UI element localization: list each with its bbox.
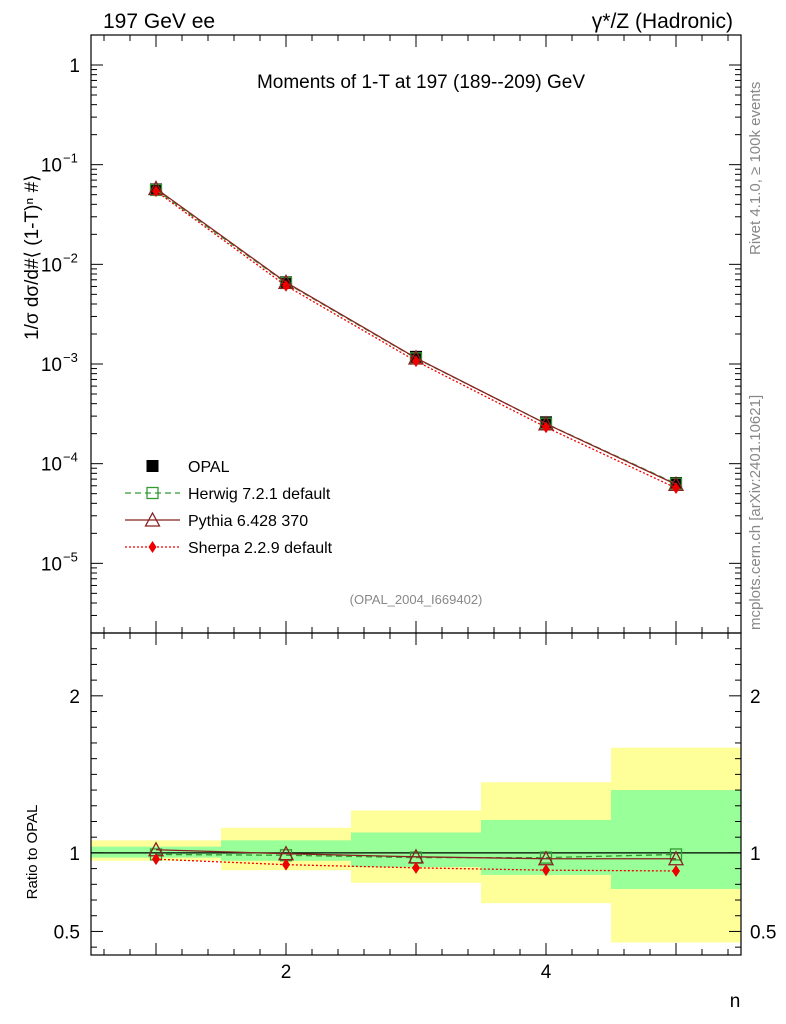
y-tick-label-exponent: −1 [63, 151, 78, 166]
y-tick-label-exponent: −2 [63, 250, 78, 265]
y-tick-label: 10 [41, 355, 62, 376]
data-point [672, 482, 680, 495]
y-tick-label-exponent: −4 [63, 450, 78, 465]
ratio-data-point [152, 853, 160, 866]
rivet-version-text: Rivet 4.1.0, ≥ 100k events [747, 82, 764, 255]
chart-title: Moments of 1-T at 197 (189--209) GeV [257, 72, 585, 93]
legend-entry: Herwig 7.2.1 default [125, 486, 331, 503]
ratio-series-line [155, 853, 677, 859]
x-tick-label: 4 [541, 962, 552, 983]
legend: OPAL Herwig 7.2.1 default Pythia 6.428 370… [125, 459, 333, 557]
ratio-y-tick-label: 1 [69, 844, 80, 865]
data-point [412, 355, 420, 368]
data-point [152, 185, 160, 198]
ratio-data-point [542, 864, 550, 877]
legend-label: Herwig 7.2.1 default [188, 486, 331, 503]
ratio-plot-panel: 2 4 0.5 0.5 1 1 2 2 [54, 632, 776, 983]
ratio-data-point [669, 848, 683, 861]
y-tick-label: 10 [41, 156, 62, 177]
series-line [155, 189, 677, 485]
series-line [155, 187, 677, 485]
y-tick-label: 1 [69, 56, 80, 77]
series-1 [149, 183, 683, 490]
data-point [542, 421, 550, 434]
ratio-data-point [412, 861, 420, 874]
header-right: γ*/Z (Hadronic) [592, 10, 733, 33]
ratio-series-2 [152, 853, 680, 877]
legend-marker [144, 511, 161, 527]
y-tick-label-exponent: −5 [63, 549, 78, 564]
x-tick-label: 2 [281, 962, 292, 983]
ratio-series-line [155, 849, 676, 860]
ratio-band-green-1 [221, 840, 351, 861]
legend-marker [148, 541, 157, 553]
series-line [155, 190, 677, 489]
ratio-data-point [672, 864, 680, 877]
ratio-y-tick-label-right: 0.5 [750, 922, 776, 943]
mcplots-citation-text: mcplots.cern.ch [arXiv:2401.10621] [747, 395, 764, 630]
legend-marker [146, 486, 159, 500]
y-tick-label: 10 [41, 255, 62, 276]
legend-entry: Pythia 6.428 370 [125, 511, 308, 530]
ratio-data-point [282, 858, 290, 871]
series-3 [152, 185, 680, 495]
ratio-data-point [667, 850, 685, 866]
y-tick-label: 10 [41, 455, 62, 476]
data-point [282, 279, 290, 292]
legend-entry: OPAL [146, 459, 230, 476]
ratio-y-tick-label: 0.5 [54, 922, 80, 943]
ratio-y-axis-label: Ratio to OPAL [24, 805, 41, 900]
y-tick-label: 10 [41, 554, 62, 575]
legend-label: Sherpa 2.2.9 default [188, 540, 333, 557]
legend-marker [146, 460, 159, 472]
legend-label: OPAL [188, 459, 230, 476]
ratio-band-green-0 [91, 846, 221, 858]
main-y-axis-label: 1/σ dσ/d#⟨ (1-T)ⁿ #⟩ [22, 174, 43, 340]
x-axis-label: n [730, 991, 741, 1012]
series-0 [150, 183, 682, 489]
legend-entry: Sherpa 2.2.9 default [125, 540, 333, 557]
series-2 [147, 180, 685, 492]
legend-label: Pythia 6.428 370 [188, 513, 308, 530]
ratio-y-tick-label-right: 1 [750, 844, 761, 865]
main-plot-panel: 110−110−210−310−410−5 [41, 34, 742, 634]
analysis-watermark: (OPAL_2004_I669402) [350, 592, 483, 607]
ratio-y-tick-label: 2 [69, 687, 80, 708]
y-tick-label-exponent: −3 [63, 350, 78, 365]
ratio-y-tick-label-right: 2 [750, 687, 761, 708]
header-left: 197 GeV ee [103, 10, 215, 33]
